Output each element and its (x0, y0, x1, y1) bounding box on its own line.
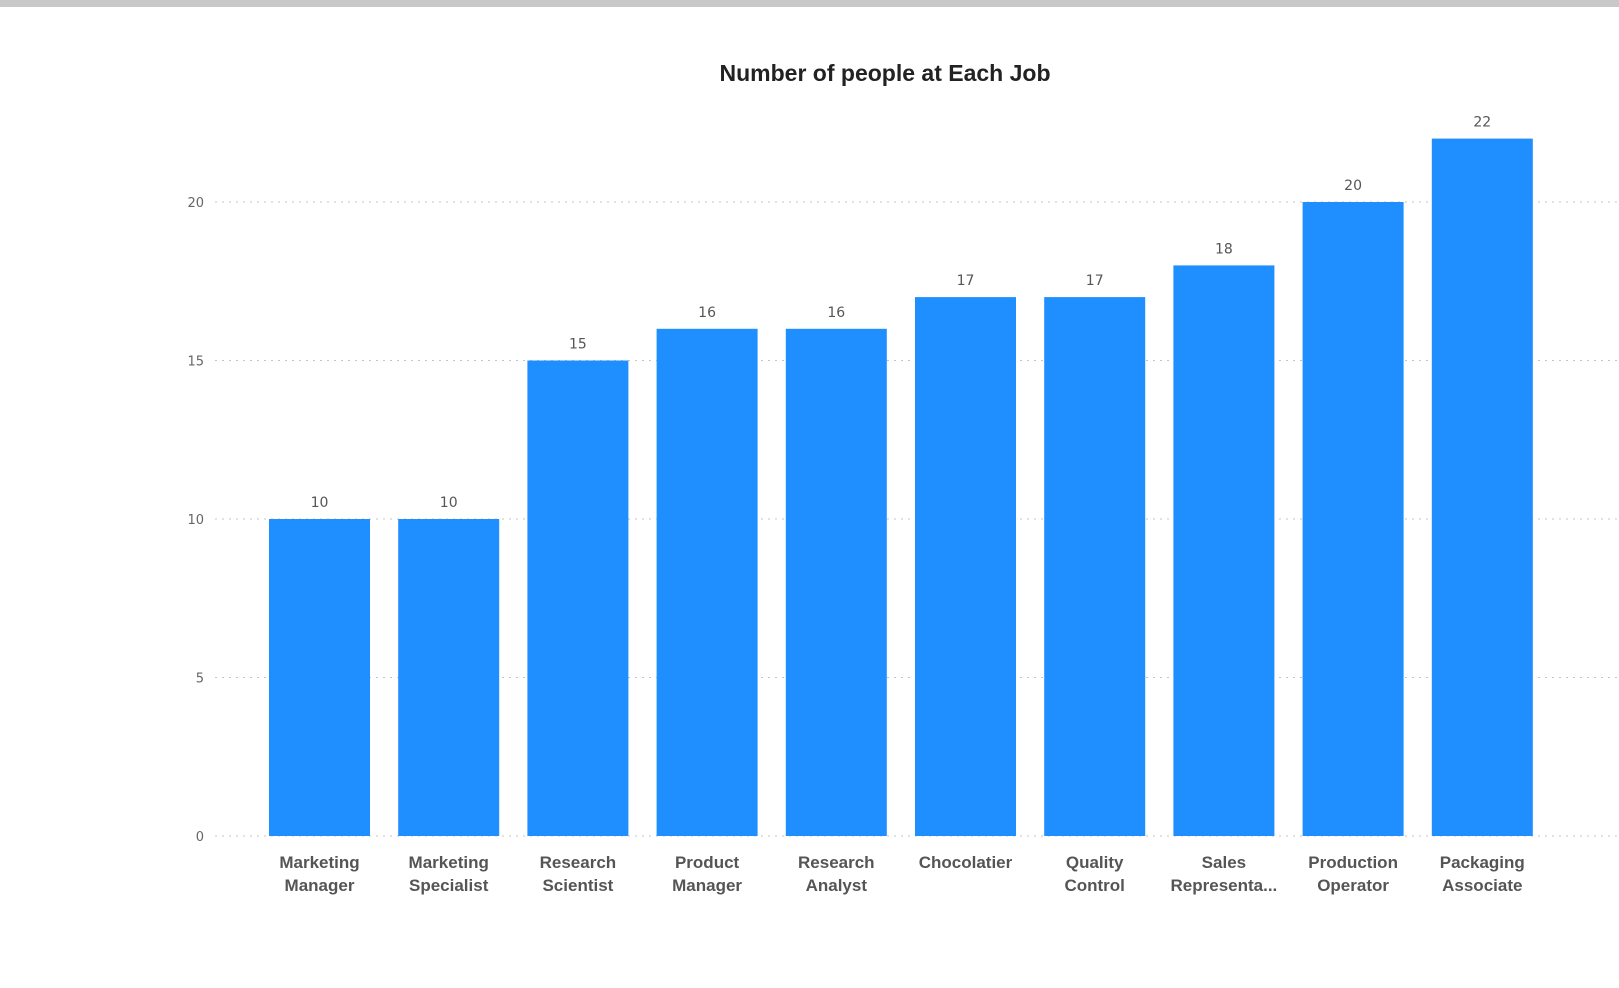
chart-title-container: Number of people at Each Job (500, 60, 1270, 87)
bar[interactable] (915, 297, 1016, 837)
data-label: 16 (827, 305, 845, 321)
bar[interactable] (398, 519, 500, 836)
bars (269, 138, 1533, 837)
y-tick-label: 15 (187, 355, 204, 370)
data-label: 15 (569, 337, 587, 353)
bar[interactable] (1173, 265, 1275, 836)
data-label: 20 (1344, 178, 1362, 194)
data-label: 17 (1086, 273, 1104, 289)
category-label: Research Analyst (798, 853, 875, 895)
chart-title: Number of people at Each Job (719, 60, 1051, 86)
bar[interactable] (1044, 297, 1146, 837)
bar[interactable] (1302, 202, 1404, 836)
data-label: 22 (1473, 115, 1491, 131)
y-tick-label: 20 (187, 196, 204, 211)
y-axis-ticks: 0 5 10 15 20 (187, 196, 204, 845)
category-labels: Marketing Manager Marketing Specialist Resea… (279, 853, 1524, 895)
top-border (0, 0, 1619, 7)
category-label: Chocolatier (919, 853, 1013, 872)
category-label: Marketing Specialist (409, 853, 489, 895)
category-label: Quality Control (1064, 853, 1124, 895)
category-label: Sales Representa... (1171, 853, 1278, 895)
category-label: Packaging Associate (1440, 853, 1525, 895)
bar[interactable] (1431, 138, 1533, 837)
category-label: Research Scientist (540, 853, 617, 895)
bar[interactable] (656, 328, 758, 836)
bar[interactable] (527, 360, 629, 837)
data-label: 10 (440, 495, 458, 511)
bar[interactable] (785, 328, 887, 836)
bar[interactable] (269, 519, 370, 836)
category-label: Production Operator (1308, 853, 1398, 895)
category-label: Marketing Manager (279, 853, 359, 895)
data-label: 16 (698, 305, 716, 321)
data-label: 17 (957, 273, 975, 289)
data-label: 10 (311, 495, 329, 511)
data-label: 18 (1215, 241, 1233, 257)
y-tick-label: 5 (196, 672, 204, 687)
y-tick-label: 10 (187, 513, 204, 528)
category-label: Product Manager (672, 853, 742, 895)
y-tick-label: 0 (196, 830, 204, 845)
data-labels: 10 10 15 16 16 17 17 18 20 22 (311, 115, 1492, 511)
